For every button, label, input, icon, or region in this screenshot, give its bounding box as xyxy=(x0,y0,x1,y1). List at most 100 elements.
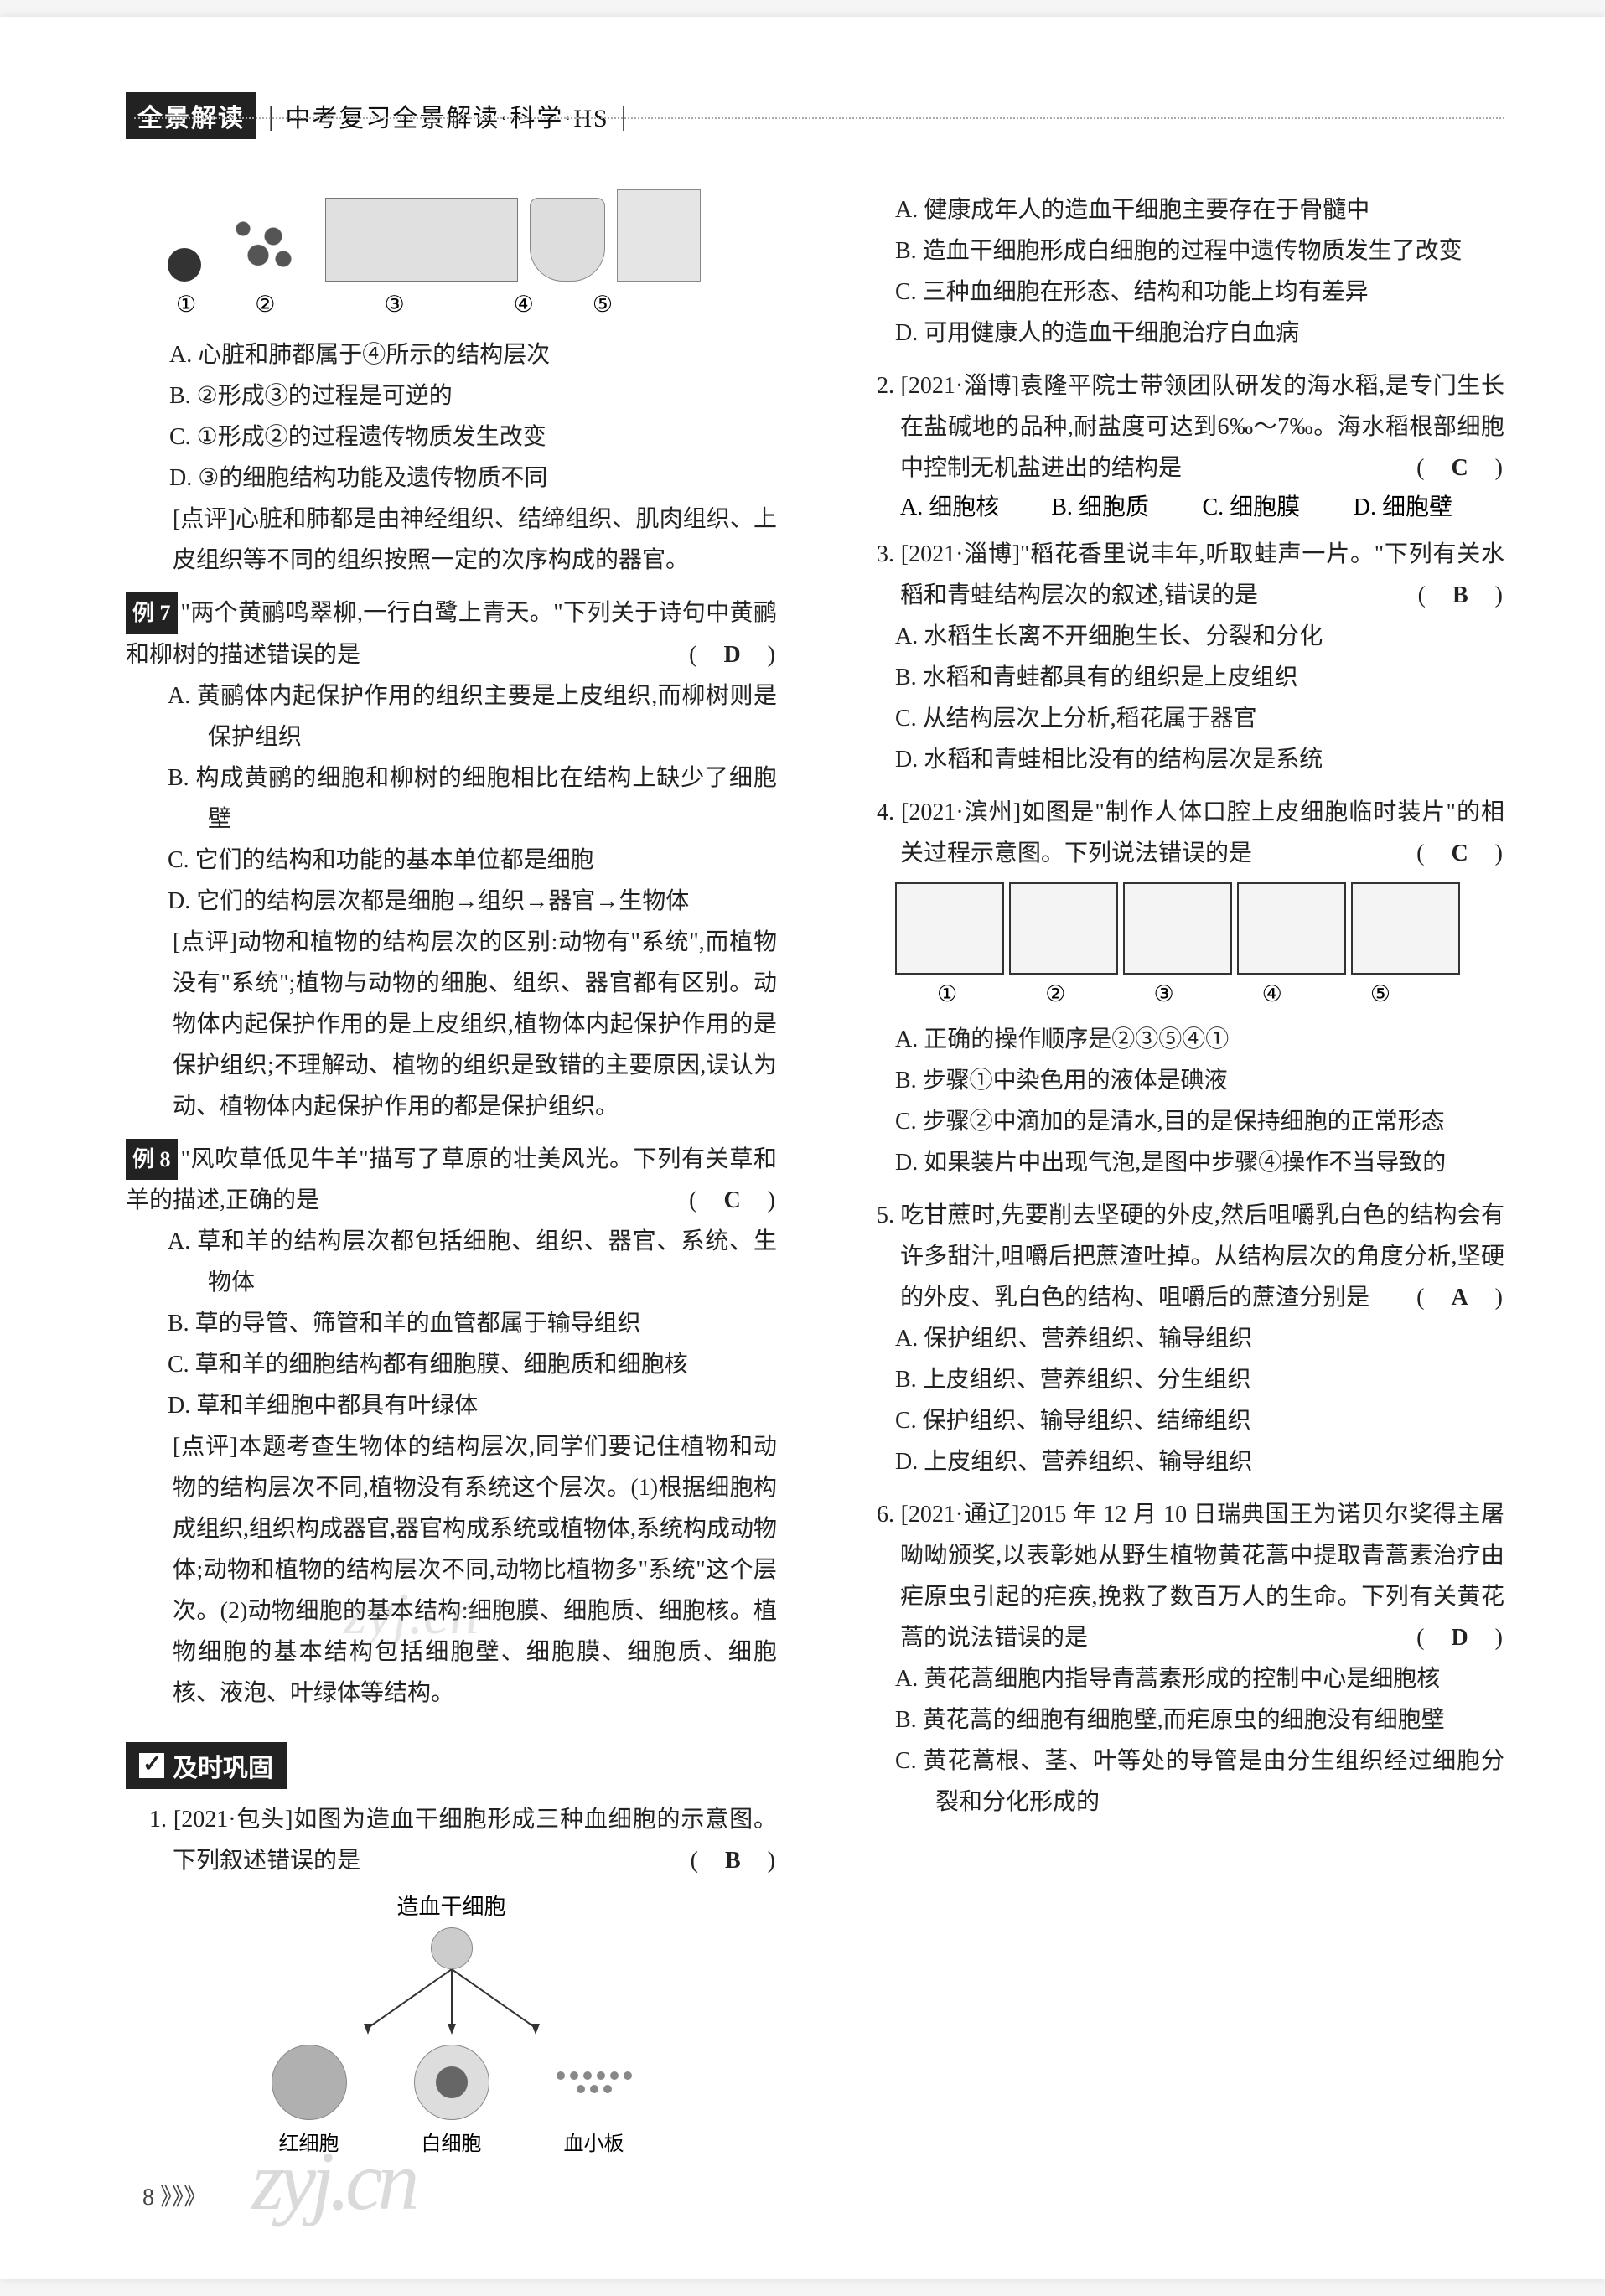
opt-a: A. 心脏和肺都属于④所示的结构层次 xyxy=(126,334,777,375)
fig-label-4: ④ xyxy=(514,292,534,318)
panel-4-icon xyxy=(1237,882,1346,975)
fig-label-2: ② xyxy=(255,292,275,318)
ex7-opt-a: A. 黄鹂体内起保护作用的组织主要是上皮组织,而柳树则是保护组织 xyxy=(126,675,777,758)
q5-answer: ( A ) xyxy=(1440,1277,1504,1318)
q4-panel-label-1: ① xyxy=(937,981,957,1007)
ex7-opt-c: C. 它们的结构和功能的基本单位都是细胞 xyxy=(126,840,777,881)
figure-1-icon xyxy=(168,248,201,282)
section-title: 及时巩固 xyxy=(126,1742,287,1789)
section-title-text: 及时巩固 xyxy=(173,1747,273,1784)
q3-opt-d: D. 水稻和青蛙相比没有的结构层次是系统 xyxy=(853,739,1504,780)
q4-panels xyxy=(895,882,1504,975)
ex8-opt-c: C. 草和羊的细胞结构都有细胞膜、细胞质和细胞核 xyxy=(126,1344,777,1385)
panel-2-icon xyxy=(1009,882,1118,975)
q3-opt-c: C. 从结构层次上分析,稻花属于器官 xyxy=(853,698,1504,739)
q4-stem: 4. [2021·滨州]如图是"制作人体口腔上皮细胞临时装片"的相关过程示意图。… xyxy=(877,799,1504,866)
q1r-opt-c: C. 三种血细胞在形态、结构和功能上均有差异 xyxy=(853,271,1504,313)
ex8-opt-b: B. 草的导管、筛管和羊的血管都属于输导组织 xyxy=(126,1303,777,1344)
white-cell: 白细胞 xyxy=(414,2045,489,2156)
figure-4-icon xyxy=(530,198,605,282)
q3-answer: ( B ) xyxy=(1442,575,1504,616)
figure-5-icon xyxy=(617,189,701,282)
q6-opt-a: A. 黄花蒿细胞内指导青蒿素形成的控制中心是细胞核 xyxy=(853,1658,1504,1699)
fig-label-1: ① xyxy=(176,292,196,318)
example8-badge: 例 8 xyxy=(126,1139,178,1181)
ex7-opt-b: B. 构成黄鹂的细胞和柳树的细胞相比在结构上缺少了细胞壁 xyxy=(126,758,777,840)
header-badge: 全景解读 xyxy=(126,92,256,139)
q2-options: A. 细胞核 B. 细胞质 C. 细胞膜 D. 细胞壁 xyxy=(853,489,1504,522)
example7-answer: ( D ) xyxy=(689,634,777,675)
example-7: 例 7"两个黄鹂鸣翠柳,一行白鹭上青天。"下列关于诗句中黄鹂和柳树的描述错误的是… xyxy=(126,592,777,1127)
q1r-opt-d: D. 可用健康人的造血干细胞治疗白血病 xyxy=(853,313,1504,354)
figure-2-icon xyxy=(213,206,313,282)
red-cell-label: 红细胞 xyxy=(272,2127,347,2156)
section-consolidate: 及时巩固 xyxy=(126,1725,777,1799)
q6-opt-b: B. 黄花蒿的细胞有细胞壁,而疟原虫的细胞没有细胞壁 xyxy=(853,1699,1504,1740)
q1-answer: ( B ) xyxy=(714,1840,777,1881)
ex8-opt-d: D. 草和羊细胞中都具有叶绿体 xyxy=(126,1385,777,1426)
example8-stem: "风吹草低见牛羊"描写了草原的壮美风光。下列有关草和羊的描述,正确的是 xyxy=(126,1146,777,1214)
ex7-opt-d: D. 它们的结构层次都是细胞→组织→器官→生物体 xyxy=(126,881,777,922)
note-top: [点评]心脏和肺都是由神经组织、结缔组织、肌肉组织、上皮组织等不同的组织按照一定… xyxy=(126,499,777,581)
q4-answer: ( C ) xyxy=(1440,833,1504,874)
q1r-opt-b: B. 造血干细胞形成白细胞的过程中遗传物质发生了改变 xyxy=(853,230,1504,271)
options-top: A. 心脏和肺都属于④所示的结构层次 B. ②形成③的过程是可逆的 C. ①形成… xyxy=(126,334,777,581)
ex8-note: [点评]本题考查生物体的结构层次,同学们要记住植物和动物的结构层次不同,植物没有… xyxy=(126,1426,777,1714)
fig-label-3: ③ xyxy=(384,292,404,318)
figure-labels: ① ② ③ ④ ⑤ xyxy=(126,292,777,318)
ex8-opt-a: A. 草和羊的结构层次都包括细胞、组织、器官、系统、生物体 xyxy=(126,1221,777,1303)
panel-5-icon xyxy=(1351,882,1460,975)
question-2: 2. [2021·淄博]袁隆平院士带领团队研发的海水稻,是专门生长在盐碱地的品种… xyxy=(853,365,1504,522)
q6-answer: ( D ) xyxy=(1440,1617,1504,1658)
q5-opt-d: D. 上皮组织、营养组织、输导组织 xyxy=(853,1441,1504,1482)
header-sep-left: | xyxy=(268,101,273,132)
q3-opt-b: B. 水稻和青蛙都具有的组织是上皮组织 xyxy=(853,657,1504,698)
header-divider xyxy=(134,117,1504,119)
q4-opt-d: D. 如果装片中出现气泡,是图中步骤④操作不当导致的 xyxy=(853,1142,1504,1183)
question-5: 5. 吃甘蔗时,先要削去坚硬的外皮,然后咀嚼乳白色的结构会有许多甜汁,咀嚼后把蔗… xyxy=(853,1195,1504,1482)
q2-opt-c: C. 细胞膜 xyxy=(1203,489,1354,522)
opt-c: C. ①形成②的过程遗传物质发生改变 xyxy=(126,416,777,458)
q5-opt-c: C. 保护组织、输导组织、结缔组织 xyxy=(853,1400,1504,1441)
q4-panel-label-5: ⑤ xyxy=(1370,981,1390,1007)
panel-1-icon xyxy=(895,882,1004,975)
example-8: 例 8"风吹草低见牛羊"描写了草原的壮美风光。下列有关草和羊的描述,正确的是 (… xyxy=(126,1139,777,1714)
white-cell-icon xyxy=(414,2045,489,2120)
stem-cell-icon xyxy=(431,1927,473,1969)
q4-opt-b: B. 步骤①中染色用的液体是碘液 xyxy=(853,1060,1504,1101)
page-header: 全景解读 | 中考复习全景解读·科学·HS | xyxy=(126,92,1504,139)
q4-opt-a: A. 正确的操作顺序是②③⑤④① xyxy=(853,1019,1504,1060)
platelet-label: 血小板 xyxy=(557,2127,632,2156)
example7-badge: 例 7 xyxy=(126,592,178,634)
opt-b: B. ②形成③的过程是可逆的 xyxy=(126,375,777,416)
red-cell-icon xyxy=(272,2045,347,2120)
q3-opt-a: A. 水稻生长离不开细胞生长、分裂和分化 xyxy=(853,616,1504,657)
q4-panel-labels: ① ② ③ ④ ⑤ xyxy=(937,981,1504,1007)
page-number: 8 》》》 xyxy=(142,2179,207,2212)
cell-diagram-title: 造血干细胞 xyxy=(126,1890,777,1921)
q1r-opt-a: A. 健康成年人的造血干细胞主要存在于骨髓中 xyxy=(853,189,1504,230)
header-title: 中考复习全景解读·科学·HS xyxy=(285,97,608,134)
q4-panel-label-3: ③ xyxy=(1153,981,1173,1007)
q2-opt-b: B. 细胞质 xyxy=(1051,489,1202,522)
panel-3-icon xyxy=(1123,882,1232,975)
ex7-note: [点评]动物和植物的结构层次的区别:动物有"系统",而植物没有"系统";植物与动… xyxy=(126,922,777,1127)
figure-3-icon xyxy=(325,198,518,282)
example7-stem: "两个黄鹂鸣翠柳,一行白鹭上青天。"下列关于诗句中黄鹂和柳树的描述错误的是 xyxy=(126,600,777,668)
q4-opt-c: C. 步骤②中滴加的是清水,目的是保持细胞的正常形态 xyxy=(853,1101,1504,1142)
right-column: A. 健康成年人的造血干细胞主要存在于骨髓中 B. 造血干细胞形成白细胞的过程中… xyxy=(853,189,1504,2168)
q2-stem: 2. [2021·淄博]袁隆平院士带领团队研发的海水稻,是专门生长在盐碱地的品种… xyxy=(877,373,1504,481)
question-6: 6. [2021·通辽]2015 年 12 月 10 日瑞典国王为诺贝尔奖得主屠… xyxy=(853,1494,1504,1823)
q2-opt-d: D. 细胞壁 xyxy=(1354,489,1504,522)
q5-opt-b: B. 上皮组织、营养组织、分生组织 xyxy=(853,1359,1504,1400)
q4-panel-label-4: ④ xyxy=(1262,981,1282,1007)
cell-diagram: 造血干细胞 红细胞 xyxy=(126,1890,777,2156)
q3-stem: 3. [2021·淄博]"稻花香里说丰年,听取蛙声一片。"下列有关水稻和青蛙结构… xyxy=(877,541,1504,608)
q2-opt-a: A. 细胞核 xyxy=(900,489,1051,522)
question-1: 1. [2021·包头]如图为造血干细胞形成三种血细胞的示意图。下列叙述错误的是… xyxy=(126,1799,777,2156)
q1-options-right: A. 健康成年人的造血干细胞主要存在于骨髓中 B. 造血干细胞形成白细胞的过程中… xyxy=(853,189,1504,354)
q2-answer: ( C ) xyxy=(1440,447,1504,489)
white-cell-label: 白细胞 xyxy=(414,2127,489,2156)
q1-stem: 1. [2021·包头]如图为造血干细胞形成三种血细胞的示意图。下列叙述错误的是 xyxy=(149,1807,777,1874)
red-cell: 红细胞 xyxy=(272,2045,347,2156)
